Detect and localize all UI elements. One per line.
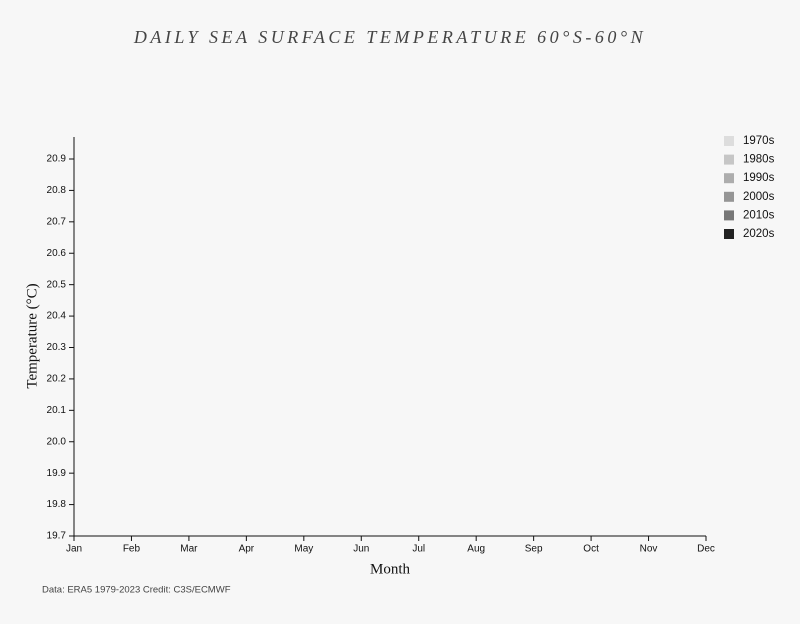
y-tick-label: 20.2 — [47, 374, 67, 385]
legend-label: 1990s — [743, 172, 775, 184]
y-axis-label: Temperature (°C) — [24, 283, 40, 388]
legend-swatch — [724, 154, 734, 165]
legend-swatch — [724, 191, 734, 202]
legend-swatch — [724, 210, 734, 221]
y-tick-label: 20.4 — [47, 311, 67, 322]
legend-label: 1980s — [743, 154, 775, 166]
y-tick-label: 20.7 — [47, 216, 67, 227]
x-tick-label: Nov — [640, 544, 658, 555]
y-tick-label: 19.8 — [47, 499, 67, 510]
y-tick-label: 20.5 — [47, 279, 67, 290]
x-tick-label: Feb — [123, 544, 141, 555]
legend-label: 2020s — [743, 228, 775, 240]
x-tick-label: Oct — [583, 544, 599, 555]
source-note: Data: ERA5 1979-2023 Credit: C3S/ECMWF — [42, 585, 231, 596]
x-tick-label: Mar — [180, 544, 198, 555]
chart-title: DAILY SEA SURFACE TEMPERATURE 60°S-60°N — [133, 27, 646, 47]
x-tick-label: Jun — [353, 544, 369, 555]
x-axis-label: Month — [370, 561, 411, 577]
y-tick-label: 20.9 — [47, 154, 67, 165]
x-tick-label: May — [294, 544, 313, 555]
legend-swatch — [724, 229, 734, 239]
x-tick-label: Dec — [697, 544, 715, 555]
y-tick-label: 20.1 — [47, 405, 67, 416]
x-tick-label: Apr — [239, 544, 255, 555]
y-tick-label: 19.7 — [47, 531, 67, 542]
x-tick-label: Aug — [467, 544, 485, 555]
y-tick-label: 20.6 — [47, 248, 67, 259]
legend-label: 2010s — [743, 209, 775, 221]
x-tick-label: Jul — [412, 544, 425, 555]
x-tick-label: Sep — [525, 544, 543, 555]
y-tick-label: 20.0 — [47, 436, 67, 447]
y-tick-label: 19.9 — [47, 468, 67, 479]
legend-label: 1970s — [743, 135, 775, 147]
legend-swatch — [724, 173, 734, 184]
legend-swatch — [724, 136, 734, 146]
x-tick-label: Jan — [66, 544, 82, 555]
y-tick-label: 20.3 — [47, 342, 67, 353]
legend-label: 2000s — [743, 191, 775, 203]
y-tick-label: 20.8 — [47, 185, 67, 196]
